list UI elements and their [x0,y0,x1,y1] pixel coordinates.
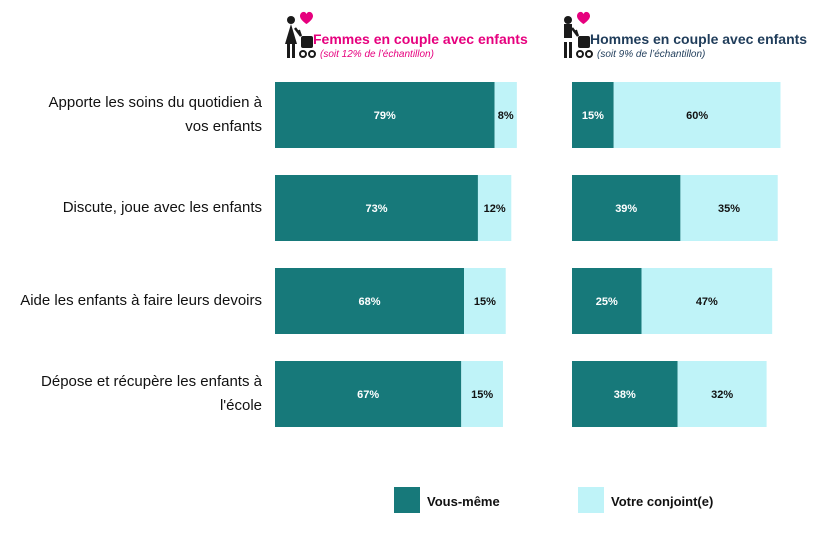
mother-with-stroller-icon [285,11,316,58]
data-label: 47% [696,296,718,308]
data-label: 73% [365,203,387,215]
stroller-body [301,36,313,48]
stroller-wheel [299,50,307,58]
stroller-body [578,36,590,48]
category-label: Aide les enfants à faire leurs devoirs [0,289,262,313]
data-label: 67% [357,389,379,401]
bar-vous-meme [275,175,478,241]
bar-vous-meme [572,175,681,241]
data-label: 25% [596,296,618,308]
heart-icon [577,11,590,24]
data-label: 15% [582,110,604,122]
stroller-wheel [308,50,316,58]
person-body [564,24,572,38]
legend-swatch [578,487,604,513]
person-leg [292,42,295,58]
bar-conjoint [464,268,506,334]
stroller-handle [298,29,302,37]
category-label-line: Apporte les soins du quotidien à [48,94,262,111]
father-with-stroller-icon [564,11,593,58]
bar-vous-meme [275,268,465,334]
bar-conjoint [613,82,781,148]
data-label: 39% [615,203,637,215]
category-label-line: l'école [219,397,262,414]
person-leg [564,42,567,58]
panel-title: Hommes en couple avec enfants [590,31,808,47]
bar-conjoint [477,175,512,241]
category-label-line: vos enfants [185,118,262,135]
bar-conjoint [677,361,767,427]
data-label: 60% [686,110,708,122]
data-label: 12% [484,203,506,215]
legend-label: Vous-même [427,494,500,509]
heart-icon [300,11,313,24]
panel-subtitle: (soit 9% de l’échantillon) [597,49,706,60]
panel-title: Femmes en couple avec enfants [313,31,528,47]
data-label: 68% [359,296,381,308]
person-dress [285,24,297,44]
stroller-wheel [576,50,584,58]
data-label: 79% [374,110,396,122]
legend-swatch [394,487,420,513]
data-label: 38% [614,389,636,401]
data-label: 35% [718,203,740,215]
category-label: Dépose et récupère les enfants à l'école [0,370,262,418]
data-label: 15% [474,296,496,308]
bar-conjoint [461,361,503,427]
category-label-line: Dépose et récupère les enfants à [41,373,262,390]
category-label: Apporte les soins du quotidien à vos enfa… [0,91,262,139]
bar-vous-meme [572,361,678,427]
category-label-line: Discute, joue avec les enfants [62,199,262,216]
stroller-handle [575,29,579,37]
category-label: Discute, joue avec les enfants [0,196,262,220]
person-head [564,16,572,24]
bar-conjoint [641,268,773,334]
person-head [287,16,295,24]
bar-vous-meme [275,82,495,148]
category-label-line: Aide les enfants à faire leurs devoirs [20,292,262,309]
bar-vous-meme [572,268,642,334]
bar-vous-meme [275,361,462,427]
person-leg [569,42,572,58]
stroller-wheel [585,50,593,58]
panel-subtitle: (soit 12% de l’échantillon) [320,49,434,60]
bar-conjoint [680,175,778,241]
data-label: 15% [471,389,493,401]
person-leg [287,42,290,58]
data-label: 32% [711,389,733,401]
data-label: 8% [498,110,514,122]
legend-label: Votre conjoint(e) [611,494,714,509]
bar-vous-meme [572,82,614,148]
bar-conjoint [494,82,517,148]
